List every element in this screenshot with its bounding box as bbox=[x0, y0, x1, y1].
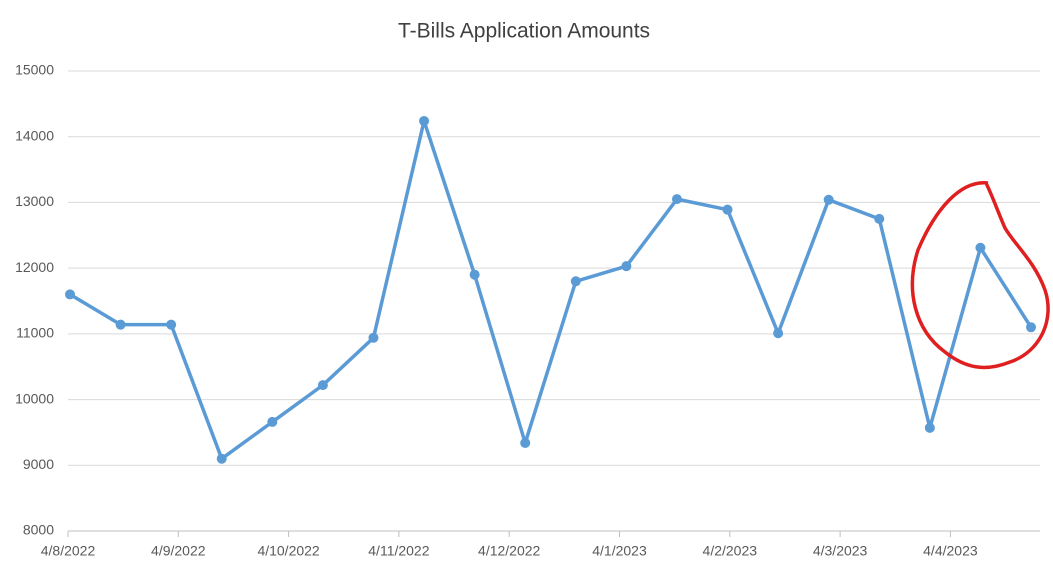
data-point bbox=[1026, 322, 1036, 333]
x-tick-label: 4/4/2023 bbox=[923, 543, 978, 559]
data-point bbox=[115, 319, 126, 330]
y-tick-label: 14000 bbox=[15, 127, 54, 143]
y-tick-label: 10000 bbox=[15, 390, 54, 406]
x-tick-label: 4/11/2022 bbox=[368, 543, 429, 559]
data-point bbox=[671, 194, 682, 205]
data-point bbox=[621, 261, 632, 272]
data-point bbox=[368, 332, 379, 343]
data-point bbox=[216, 453, 227, 464]
x-tick-label: 4/12/2022 bbox=[478, 543, 540, 559]
data-point bbox=[419, 115, 430, 126]
chart-title: T-Bills Application Amounts bbox=[398, 20, 650, 43]
annotation-circle bbox=[910, 181, 1050, 370]
data-point bbox=[65, 289, 75, 300]
data-point bbox=[924, 422, 935, 433]
data-point bbox=[570, 276, 581, 287]
data-point bbox=[267, 416, 278, 427]
x-tick-label: 4/2/2023 bbox=[703, 543, 758, 559]
data-point bbox=[874, 213, 885, 224]
data-line bbox=[69, 119, 1033, 461]
data-point bbox=[773, 328, 784, 339]
x-tick-label: 4/1/2023 bbox=[592, 543, 647, 559]
y-tick-label: 11000 bbox=[16, 325, 54, 341]
data-point bbox=[823, 194, 834, 205]
data-point bbox=[975, 242, 986, 253]
x-tick-label: 4/3/2023 bbox=[813, 543, 868, 559]
data-point bbox=[317, 380, 328, 391]
x-tick-label: 4/10/2022 bbox=[257, 543, 319, 559]
x-tick-label: 4/8/2022 bbox=[41, 543, 96, 559]
y-tick-label: 15000 bbox=[15, 62, 54, 78]
data-point bbox=[166, 319, 177, 330]
y-tick-label: 8000 bbox=[23, 522, 54, 538]
y-tick-label: 13000 bbox=[15, 193, 54, 209]
y-tick-label: 12000 bbox=[15, 259, 54, 275]
y-tick-label: 9000 bbox=[23, 456, 54, 472]
x-tick-label: 4/9/2022 bbox=[151, 543, 206, 559]
data-point bbox=[722, 204, 733, 215]
data-point bbox=[520, 437, 531, 448]
data-point bbox=[469, 269, 480, 280]
